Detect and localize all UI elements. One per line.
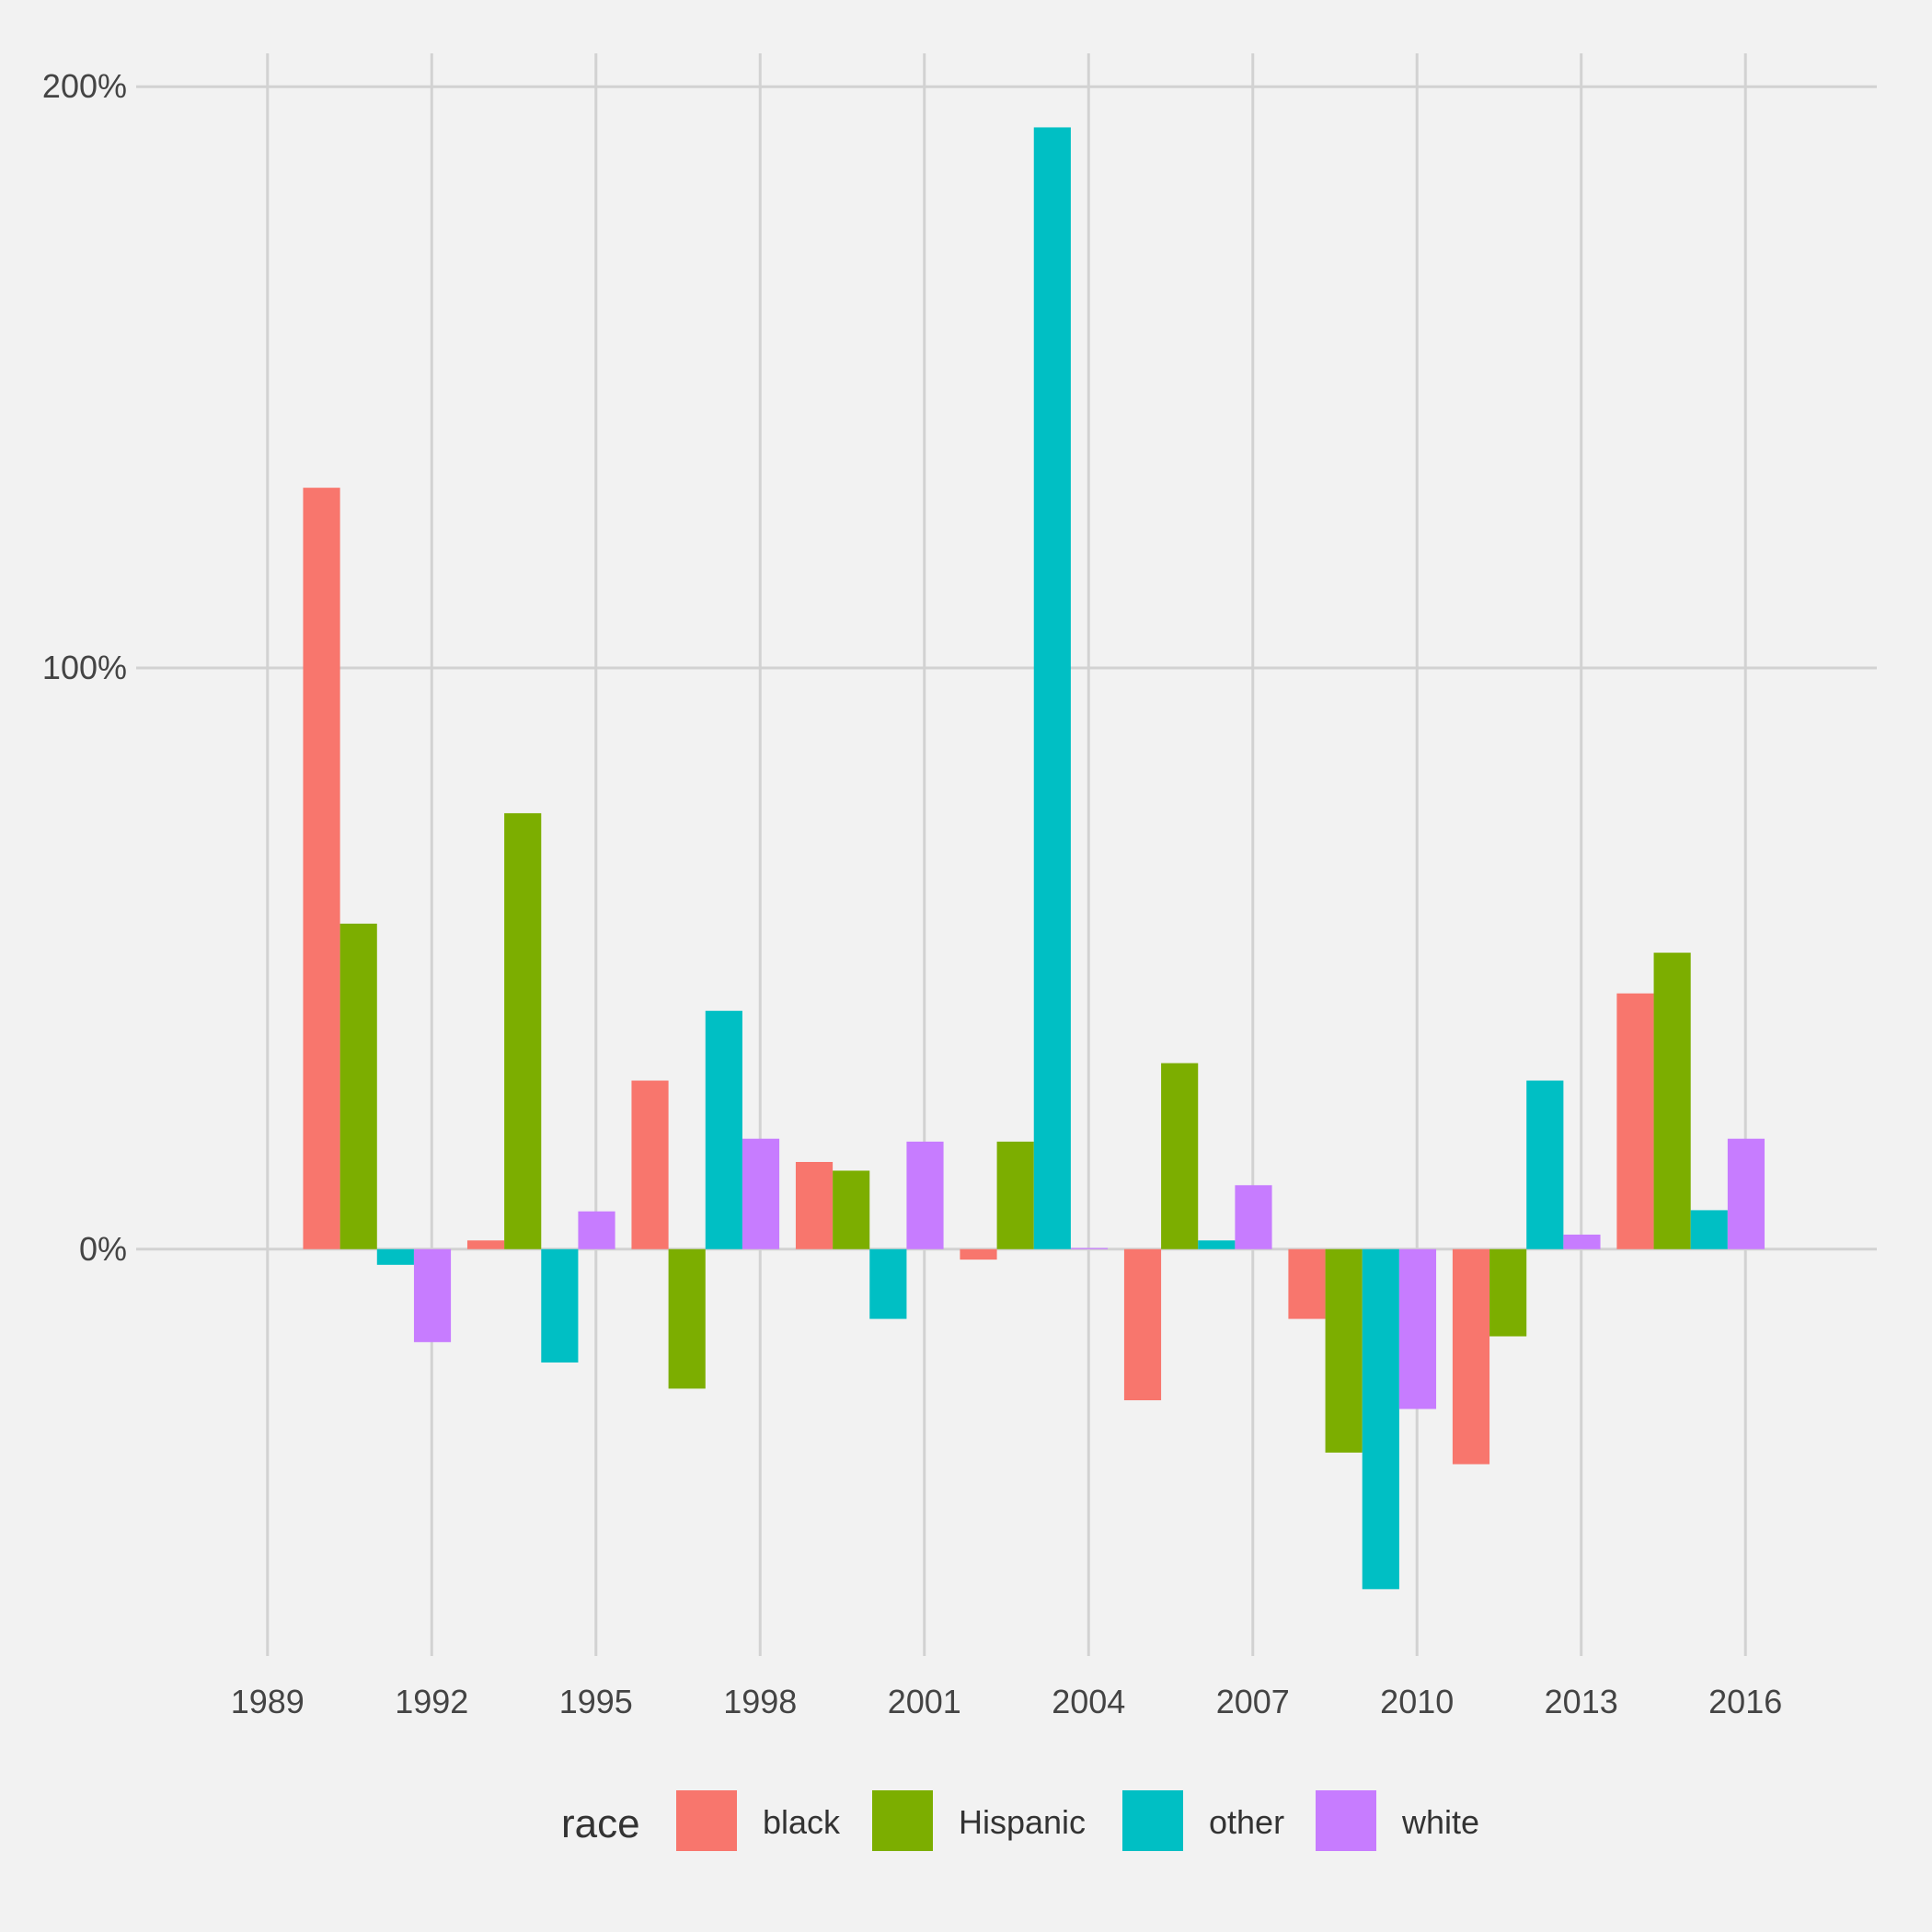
x-tick-label: 1992 xyxy=(395,1683,468,1720)
y-tick-label: 100% xyxy=(42,649,127,686)
legend-key-white xyxy=(1316,1790,1376,1851)
bar-other-2015 xyxy=(1690,1210,1728,1249)
bar-Hispanic-2000 xyxy=(833,1170,870,1249)
bar-black-1997 xyxy=(631,1080,669,1249)
x-tick-label: 2013 xyxy=(1545,1683,1618,1720)
bar-Hispanic-2012 xyxy=(1489,1248,1527,1337)
grid xyxy=(136,53,1877,1656)
bar-black-2006 xyxy=(1123,1248,1162,1401)
bar-Hispanic-2003 xyxy=(996,1141,1034,1249)
legend-title: race xyxy=(561,1801,640,1846)
bar-white-2015 xyxy=(1727,1138,1765,1249)
bar-Hispanic-2006 xyxy=(1161,1063,1199,1249)
bar-black-1994 xyxy=(466,1240,505,1249)
x-tick-label: 2007 xyxy=(1216,1683,1290,1720)
bar-black-2012 xyxy=(1452,1248,1490,1465)
bar-Hispanic-2009 xyxy=(1325,1248,1363,1453)
bar-Hispanic-2015 xyxy=(1653,952,1691,1249)
y-tick-label: 200% xyxy=(42,67,127,105)
x-axis-labels: 1989 1992 1995 1998 2001 2004 2007 2010 2013 2016 xyxy=(231,1683,1783,1720)
bar-white-2006 xyxy=(1235,1185,1272,1249)
x-tick-label: 2010 xyxy=(1380,1683,1454,1720)
bar-black-2000 xyxy=(795,1161,834,1249)
x-tick-label: 1998 xyxy=(723,1683,797,1720)
bar-black-2003 xyxy=(960,1248,997,1260)
bar-other-2006 xyxy=(1198,1240,1236,1249)
bar-other-1994 xyxy=(541,1248,579,1363)
bar-other-2000 xyxy=(869,1248,907,1319)
x-tick-label: 2004 xyxy=(1052,1683,1125,1720)
legend-key-Hispanic xyxy=(872,1790,933,1851)
bar-white-1991 xyxy=(413,1248,452,1342)
legend-label-black: black xyxy=(763,1803,841,1841)
legend-label-white: white xyxy=(1401,1803,1479,1841)
bars xyxy=(303,127,1765,1590)
x-tick-label: 2016 xyxy=(1708,1683,1782,1720)
bar-black-2015 xyxy=(1616,993,1654,1249)
legend-key-other xyxy=(1122,1790,1183,1851)
bar-white-2000 xyxy=(906,1141,944,1249)
bar-Hispanic-1997 xyxy=(668,1248,706,1389)
y-axis-labels: 0% 100% 200% xyxy=(42,67,127,1268)
bar-white-1994 xyxy=(578,1211,615,1249)
legend-label-Hispanic: Hispanic xyxy=(959,1803,1086,1841)
x-tick-label: 2001 xyxy=(888,1683,961,1720)
bar-white-2012 xyxy=(1563,1234,1601,1249)
bar-other-1997 xyxy=(705,1010,742,1249)
bar-white-2009 xyxy=(1398,1248,1437,1409)
legend: race black Hispanic other white xyxy=(561,1790,1479,1851)
bar-other-2003 xyxy=(1033,127,1071,1249)
bar-black-2009 xyxy=(1288,1248,1326,1319)
bar-other-1991 xyxy=(376,1248,414,1265)
bar-Hispanic-1991 xyxy=(339,923,377,1249)
x-tick-label: 1995 xyxy=(559,1683,633,1720)
bar-black-1991 xyxy=(303,488,340,1249)
bar-white-1997 xyxy=(742,1138,780,1249)
legend-label-other: other xyxy=(1209,1803,1284,1841)
bar-other-2012 xyxy=(1526,1080,1564,1249)
y-tick-label: 0% xyxy=(79,1230,127,1268)
bar-other-2009 xyxy=(1362,1248,1399,1590)
bar-Hispanic-1994 xyxy=(504,812,542,1249)
legend-key-black xyxy=(676,1790,737,1851)
x-tick-label: 1989 xyxy=(231,1683,305,1720)
